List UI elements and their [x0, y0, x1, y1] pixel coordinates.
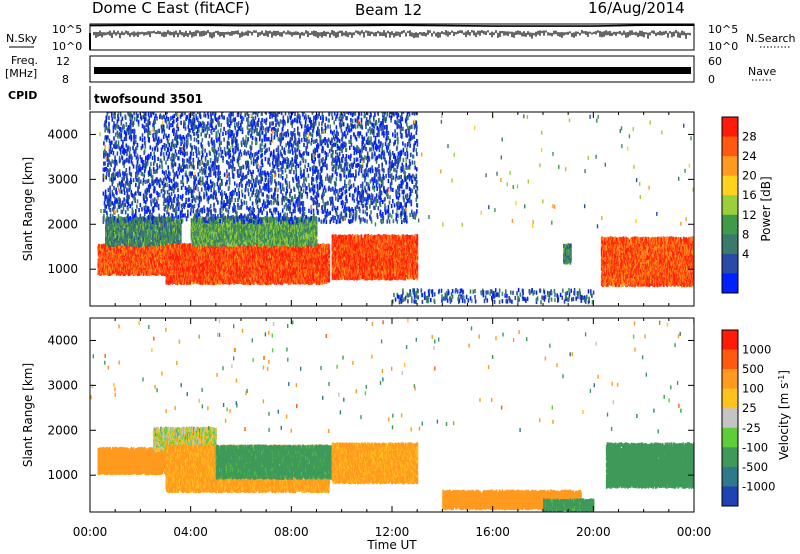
station-title: Dome C East (fitACF)	[92, 0, 250, 17]
nsearch-label: N.Search	[746, 32, 796, 45]
nave-tick-bottom: 0	[708, 73, 715, 86]
cpid-value: twofsound 3501	[94, 92, 203, 106]
freq-tick-bottom: 8	[62, 73, 69, 86]
nsky-tick-bottom: 10^0	[52, 40, 82, 53]
nsearch-tick-top: 10^5	[708, 23, 738, 36]
freq-unit-label: [MHz]	[5, 67, 37, 80]
radar-summary-plot: Dome C East (fitACF) Beam 12 16/Aug/2014…	[0, 0, 800, 554]
nsky-panel: N.Sky 10^5 10^0 10^5 10^0 N.Search	[6, 23, 796, 53]
freq-panel: Freq. [MHz] 12 8 60 0 Nave	[5, 54, 776, 86]
nsky-label: N.Sky	[6, 32, 38, 45]
power-scatter	[98, 108, 696, 304]
cpid-panel: CPID twofsound 3501	[8, 86, 203, 110]
nsearch-tick-bottom: 10^0	[708, 40, 738, 53]
nave-label: Nave	[748, 65, 776, 78]
range-time-cell	[115, 216, 117, 220]
beam-title: Beam 12	[355, 1, 422, 19]
nave-tick-top: 60	[708, 55, 722, 68]
date-title: 16/Aug/2014	[588, 0, 685, 17]
freq-trace	[94, 67, 691, 74]
freq-label: Freq.	[11, 54, 38, 67]
freq-tick-top: 12	[56, 55, 70, 68]
nsky-trace	[90, 25, 694, 26]
nsky-tick-top: 10^5	[52, 23, 82, 36]
cpid-label: CPID	[8, 89, 37, 102]
